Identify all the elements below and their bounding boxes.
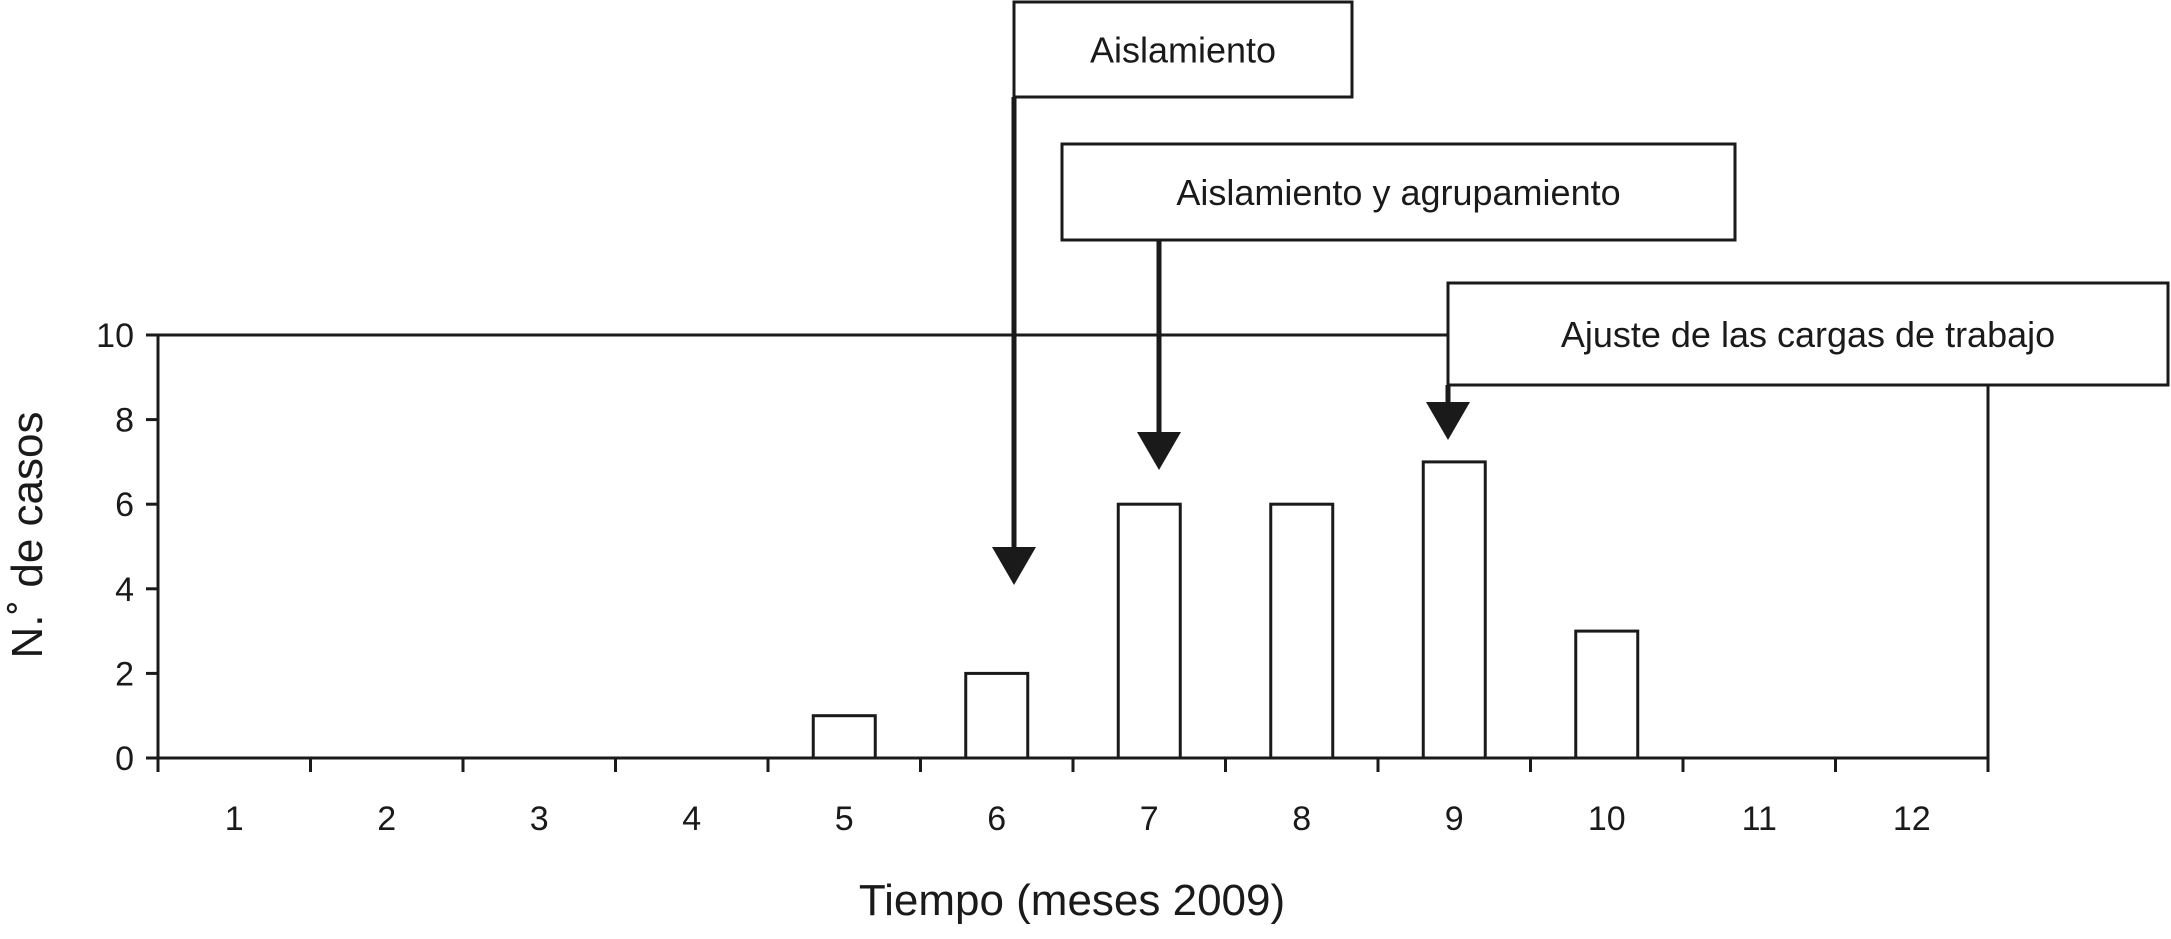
annotation-arrow-head [1137, 432, 1181, 470]
x-tick-label-1: 1 [225, 800, 244, 838]
annotation-arrow-head [1426, 402, 1470, 440]
y-tick-label-10: 10 [96, 317, 134, 355]
x-axis-title: Tiempo (meses 2009) [859, 876, 1285, 925]
annotation-text: Aislamiento y agrupamiento [1176, 172, 1620, 213]
bar-month-8 [1269, 502, 1335, 760]
bar-month-6 [964, 671, 1030, 760]
x-tick-label-10: 10 [1588, 800, 1626, 838]
x-tick-label-8: 8 [1292, 800, 1311, 838]
annotation-box [1012, 0, 1354, 99]
annotation-box [1446, 281, 2170, 387]
x-tick-label-11: 11 [1742, 800, 1777, 838]
annotation-text: Aislamiento [1090, 30, 1276, 71]
x-tick-label-12: 12 [1893, 800, 1931, 838]
y-tick-label-6: 6 [115, 486, 134, 524]
bar-month-5 [811, 714, 877, 760]
y-axis-title: N.˚ de casos [3, 412, 52, 659]
annotation-1: Aislamiento [992, 0, 1354, 585]
x-tick-label-7: 7 [1140, 800, 1159, 838]
bars-group [811, 460, 1640, 760]
annotation-box [1060, 142, 1737, 242]
x-tick-label-4: 4 [682, 800, 701, 838]
x-tick-label-2: 2 [377, 800, 396, 838]
annotation-arrow-head [992, 547, 1036, 585]
y-tick-label-8: 8 [115, 402, 134, 440]
y-tick-label-2: 2 [115, 655, 134, 693]
x-tick-label-6: 6 [987, 800, 1006, 838]
bar-month-10 [1574, 629, 1640, 760]
x-tick-label-9: 9 [1445, 800, 1464, 838]
x-tick-label-5: 5 [835, 800, 854, 838]
bar-month-9 [1421, 460, 1487, 760]
x-tick-label-3: 3 [530, 800, 549, 838]
y-tick-label-0: 0 [115, 740, 134, 778]
y-ticks-group: 0 2 4 6 8 10 [96, 317, 158, 778]
annotation-3: Ajuste de las cargas de trabajo [1426, 281, 2170, 440]
plot-frame [156, 333, 1990, 760]
annotation-text: Ajuste de las cargas de trabajo [1561, 314, 2055, 355]
x-ticks-group: 1 2 3 4 5 6 7 8 9 10 11 12 [156, 758, 1990, 838]
annotation-2: Aislamiento y agrupamiento [1060, 142, 1737, 470]
y-tick-label-4: 4 [115, 571, 134, 609]
annotations-group: Aislamiento Aislamiento y agrupamiento Aju… [992, 0, 2170, 585]
bar-month-7 [1116, 502, 1182, 760]
